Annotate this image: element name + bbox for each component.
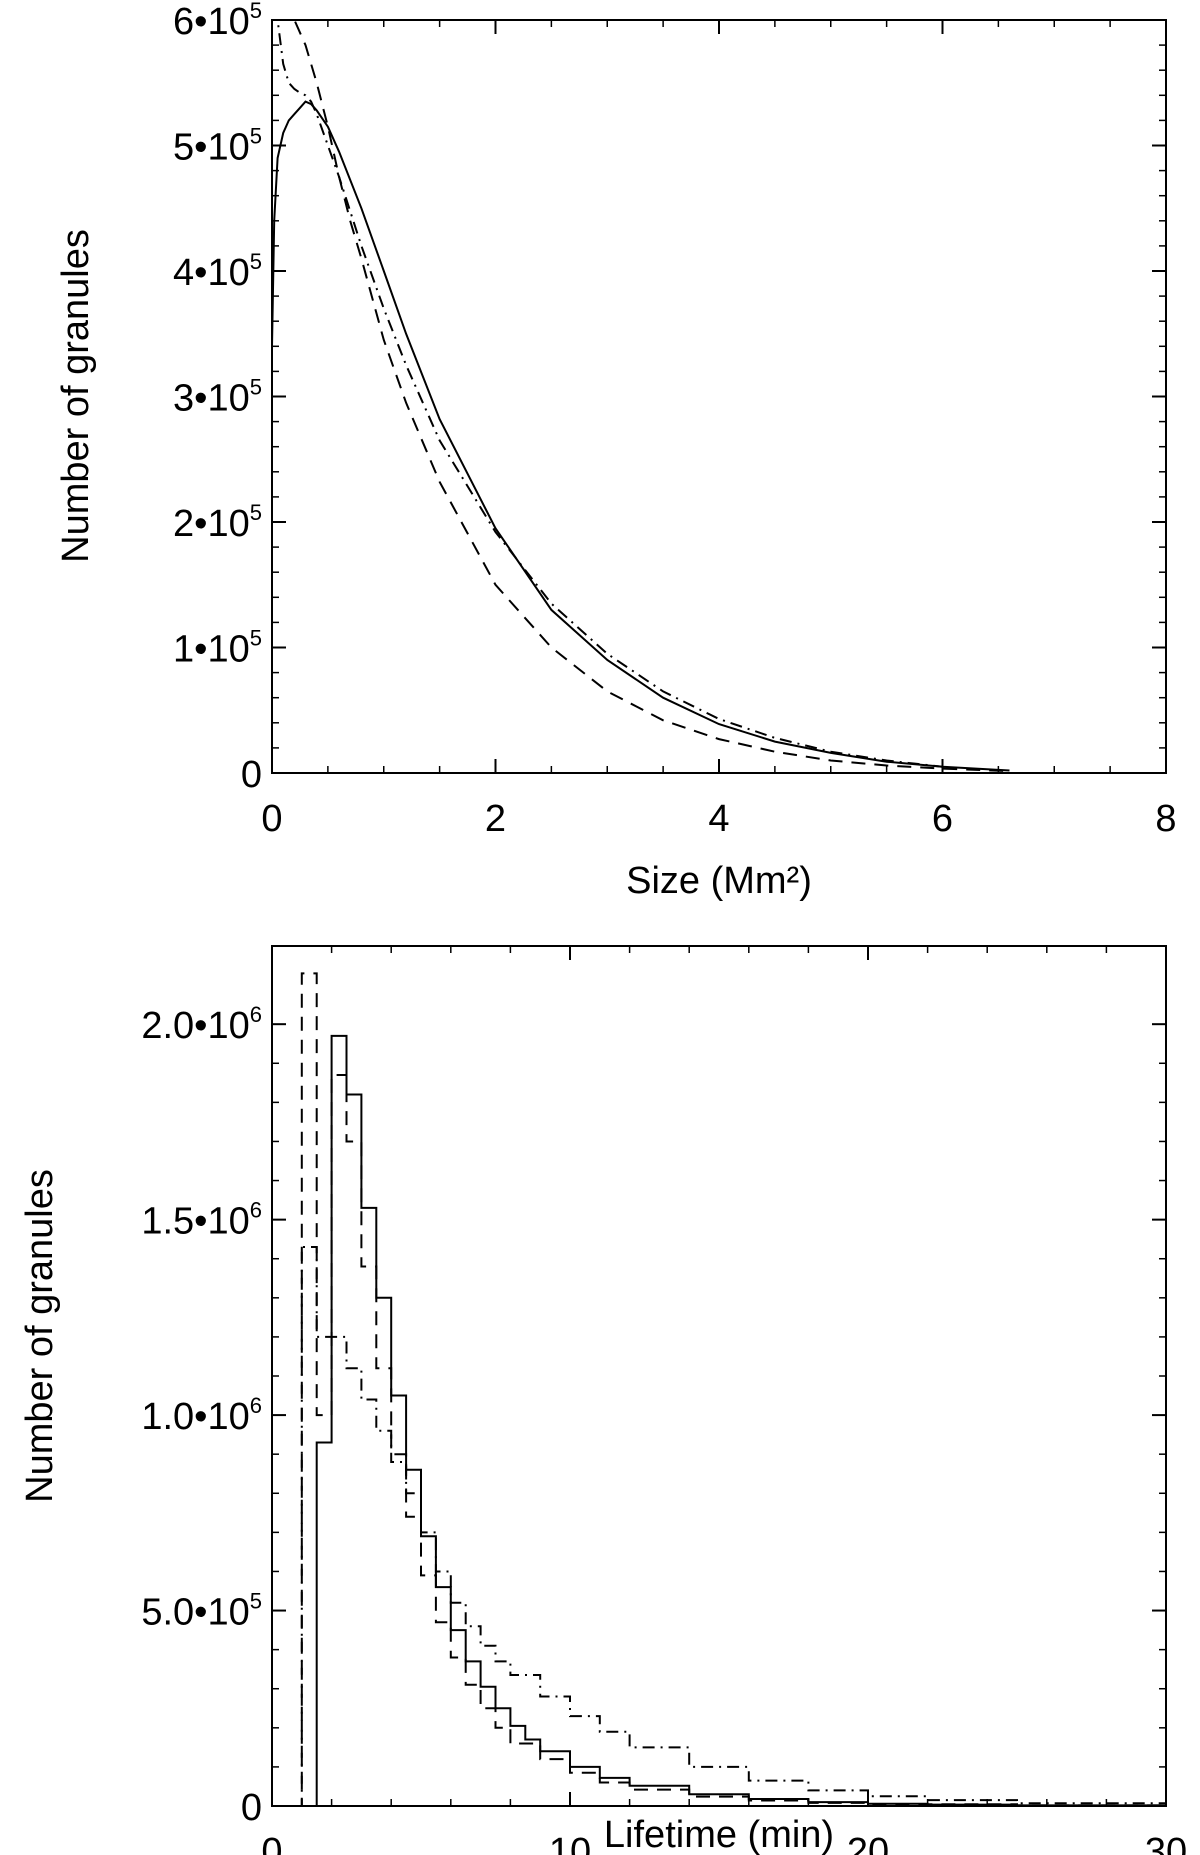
lifetime-series-group [272,972,1166,1806]
panel-lifetime-distribution: 0 10 20 30 0 5.0•105 1.0•106 1.5•106 2.0•106 Lif… [19,945,1187,1855]
lifetime-x-tick-label: 0 [261,1831,282,1855]
size-y-tick-label: 2•105 [173,500,262,545]
size-y-tick-label: 1•105 [173,626,262,671]
panel-size-distribution: 0 2 4 6 8 0 1•105 2•105 3•105 4•105 5•105 6•105 Siz… [55,0,1177,902]
lifetime-x-tick-label: 30 [1145,1831,1187,1855]
size-plot-frame [271,19,1167,774]
size-series-dash-dot [276,20,943,768]
lifetime-x-tick-label: 10 [549,1831,591,1855]
size-y-tick-label: 0 [241,754,262,796]
lifetime-y-tick-label: 1.0•106 [141,1393,262,1438]
lifetime-ticks-group: 0 10 20 30 0 5.0•105 1.0•106 1.5•106 2.0•106 [141,946,1187,1855]
size-y-axis-label: Number of granules [55,229,97,563]
size-series-solid [272,100,1010,772]
lifetime-y-tick-label: 2.0•106 [141,1002,262,1047]
size-x-tick-label: 8 [1155,798,1176,840]
lifetime-plot-frame [271,945,1167,1807]
size-x-tick-label: 2 [485,798,506,840]
size-ticks-group: 0 2 4 6 8 0 1•105 2•105 3•105 4•105 5•105 6•105 [173,0,1177,840]
lifetime-y-tick-label: 5.0•105 [141,1589,262,1634]
lifetime-series-dash-dot [272,1246,1166,1806]
size-x-tick-label: 6 [932,798,953,840]
lifetime-x-tick-label: 20 [847,1831,889,1855]
size-series-dashed [292,20,1010,773]
size-y-tick-label: 4•105 [173,249,262,294]
lifetime-series-solid [272,1034,1166,1806]
size-y-tick-label: 6•105 [173,0,262,43]
lifetime-series-dashed [272,972,1166,1806]
size-series-group [272,20,1010,773]
size-x-tick-label: 0 [261,798,282,840]
lifetime-y-axis-label: Number of granules [19,1169,61,1503]
lifetime-y-tick-label: 0 [241,1787,262,1829]
lifetime-y-tick-label: 1.5•106 [141,1198,262,1243]
size-x-axis-label: Size (Mm²) [626,860,812,902]
size-y-tick-label: 5•105 [173,124,262,169]
lifetime-x-axis-label: Lifetime (min) [604,1814,834,1855]
size-x-tick-label: 4 [708,798,729,840]
size-y-tick-label: 3•105 [173,375,262,420]
